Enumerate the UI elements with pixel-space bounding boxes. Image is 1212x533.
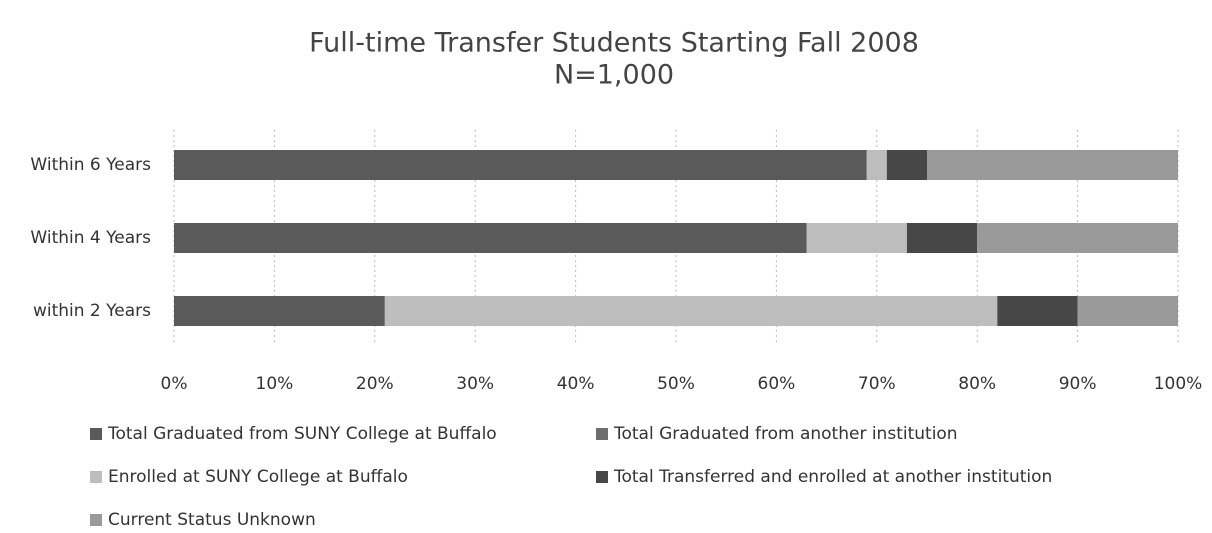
legend-swatch (90, 471, 102, 483)
bar-segment (174, 296, 385, 326)
y-tick-label: within 2 Years (33, 301, 151, 321)
chart-subtitle: N=1,000 (554, 60, 674, 91)
x-tick-label: 30% (456, 374, 494, 394)
bar-segment (927, 150, 1178, 180)
x-tick-label: 90% (1059, 374, 1097, 394)
legend-label: Current Status Unknown (108, 510, 316, 530)
x-tick-label: 10% (256, 374, 294, 394)
y-tick-label: Within 6 Years (30, 155, 151, 175)
legend-swatch (596, 428, 608, 440)
bar-segment (174, 150, 867, 180)
x-tick-label: 60% (758, 374, 796, 394)
x-tick-label: 20% (356, 374, 394, 394)
legend-label: Total Graduated from another institution (613, 424, 958, 444)
bar-segment (886, 150, 927, 180)
bar-segment (977, 223, 1178, 253)
legend-swatch (90, 514, 102, 526)
x-tick-label: 70% (858, 374, 896, 394)
legend-swatch (90, 428, 102, 440)
x-tick-label: 50% (657, 374, 695, 394)
legend-label: Enrolled at SUNY College at Buffalo (108, 467, 408, 487)
bar-segment (384, 296, 998, 326)
legend-label: Total Graduated from SUNY College at Buf… (107, 424, 497, 444)
bar-segment (997, 296, 1078, 326)
legend-label: Total Transferred and enrolled at anothe… (613, 467, 1052, 487)
bar-segment (866, 150, 887, 180)
bar-segment (174, 223, 807, 253)
x-tick-label: 40% (557, 374, 595, 394)
x-tick-label: 0% (161, 374, 188, 394)
chart-title: Full-time Transfer Students Starting Fal… (309, 28, 919, 59)
legend-swatch (596, 471, 608, 483)
bar-segment (806, 223, 907, 253)
bar-segment (1077, 296, 1178, 326)
x-tick-label: 100% (1154, 374, 1203, 394)
y-tick-label: Within 4 Years (30, 228, 151, 248)
x-tick-label: 80% (958, 374, 996, 394)
bar-segment (906, 223, 978, 253)
